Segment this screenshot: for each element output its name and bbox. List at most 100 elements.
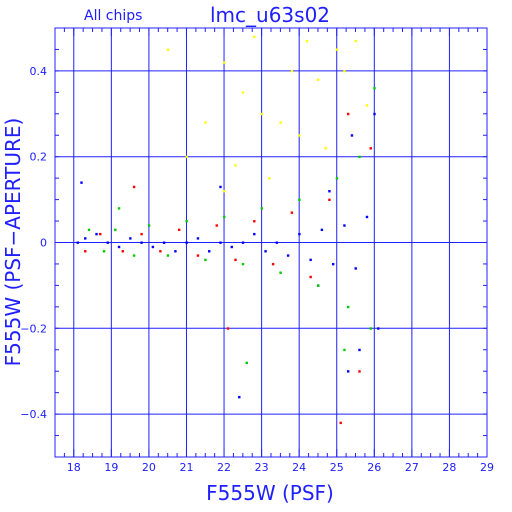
data-point — [166, 254, 170, 257]
x-tick-label: 21 — [179, 461, 193, 474]
data-point — [328, 198, 331, 201]
x-tick-label: 26 — [367, 461, 381, 474]
y-tick-labels: −0.4 −0.2 0 0.2 0.4 — [20, 65, 47, 421]
data-point — [241, 241, 245, 244]
data-point — [253, 35, 256, 38]
data-point — [373, 112, 376, 116]
data-point — [347, 305, 350, 309]
data-point — [162, 241, 166, 244]
data-point — [268, 177, 271, 180]
data-point — [316, 284, 320, 287]
x-tick-label: 18 — [67, 461, 81, 474]
data-point — [234, 164, 237, 167]
data-point — [132, 254, 136, 257]
data-point — [264, 250, 267, 253]
data-point — [223, 190, 226, 193]
data-point — [290, 211, 294, 214]
data-point — [114, 228, 117, 232]
data-point — [238, 395, 241, 399]
data-point — [275, 241, 279, 244]
data-point — [147, 224, 151, 227]
x-tick-label: 23 — [255, 461, 269, 474]
x-tick-label: 28 — [442, 461, 456, 474]
data-point — [309, 258, 312, 262]
y-tick-label: 0 — [40, 237, 47, 250]
data-point — [230, 245, 233, 249]
data-point — [84, 237, 87, 240]
data-point — [339, 421, 342, 425]
x-tick-label: 22 — [217, 461, 231, 474]
data-point — [316, 78, 320, 81]
x-tick-labels: 18 19 20 21 22 23 24 25 26 27 28 29 — [67, 461, 494, 474]
x-axis-label: F555W (PSF) — [206, 481, 334, 505]
data-point — [369, 147, 372, 150]
data-point — [99, 232, 102, 236]
data-point — [234, 258, 237, 262]
data-point — [279, 271, 282, 274]
data-point — [365, 215, 369, 219]
data-point — [286, 254, 290, 257]
x-tick-label: 25 — [330, 461, 344, 474]
data-point — [241, 262, 245, 266]
data-point — [328, 190, 331, 193]
data-point — [226, 327, 230, 330]
data-point — [305, 39, 309, 43]
data-point — [373, 87, 376, 90]
data-point — [117, 245, 121, 249]
data-point — [298, 232, 301, 236]
data-point — [377, 327, 380, 330]
data-point — [290, 69, 294, 73]
data-point — [358, 348, 361, 352]
x-tick-label: 27 — [405, 461, 419, 474]
data-point — [298, 134, 301, 137]
data-point — [219, 241, 222, 244]
data-point — [331, 262, 335, 266]
data-point — [260, 207, 264, 210]
y-tick-label: 0.2 — [30, 151, 48, 164]
grid-lines — [54, 27, 488, 458]
data-point — [320, 228, 324, 232]
data-point — [151, 245, 155, 249]
data-point — [343, 69, 346, 73]
data-point — [95, 232, 98, 236]
data-point — [196, 254, 200, 257]
data-point — [87, 228, 91, 232]
data-point — [335, 177, 339, 180]
data-point — [132, 185, 136, 189]
data-point — [223, 61, 226, 64]
data-point — [185, 220, 188, 223]
data-point — [245, 361, 248, 365]
data-point — [84, 250, 87, 253]
y-tick-label: −0.2 — [20, 322, 47, 335]
y-axis-label: F555W (PSF−APERTURE) — [1, 118, 25, 367]
data-point — [358, 370, 361, 373]
data-point — [159, 250, 162, 253]
data-point — [174, 250, 177, 253]
x-tick-label: 29 — [480, 461, 494, 474]
data-point — [223, 215, 226, 219]
data-point — [354, 39, 357, 43]
y-tick-label: −0.4 — [20, 408, 47, 421]
data-point — [343, 348, 346, 352]
data-point — [279, 121, 282, 124]
data-point — [185, 155, 188, 159]
data-point — [260, 112, 264, 116]
data-point — [253, 220, 256, 223]
data-point — [347, 370, 350, 373]
data-point — [241, 91, 245, 94]
data-point — [177, 228, 181, 232]
data-point — [219, 185, 222, 189]
data-points — [76, 35, 380, 425]
data-point — [271, 262, 275, 266]
data-point — [208, 250, 211, 253]
data-point — [80, 181, 83, 184]
data-point — [215, 224, 218, 227]
data-point — [343, 224, 346, 227]
y-tick-label: 0.4 — [30, 65, 48, 78]
data-point — [347, 112, 350, 116]
data-point — [117, 207, 121, 210]
data-point — [358, 155, 361, 159]
data-point — [354, 267, 357, 270]
data-point — [365, 104, 369, 107]
